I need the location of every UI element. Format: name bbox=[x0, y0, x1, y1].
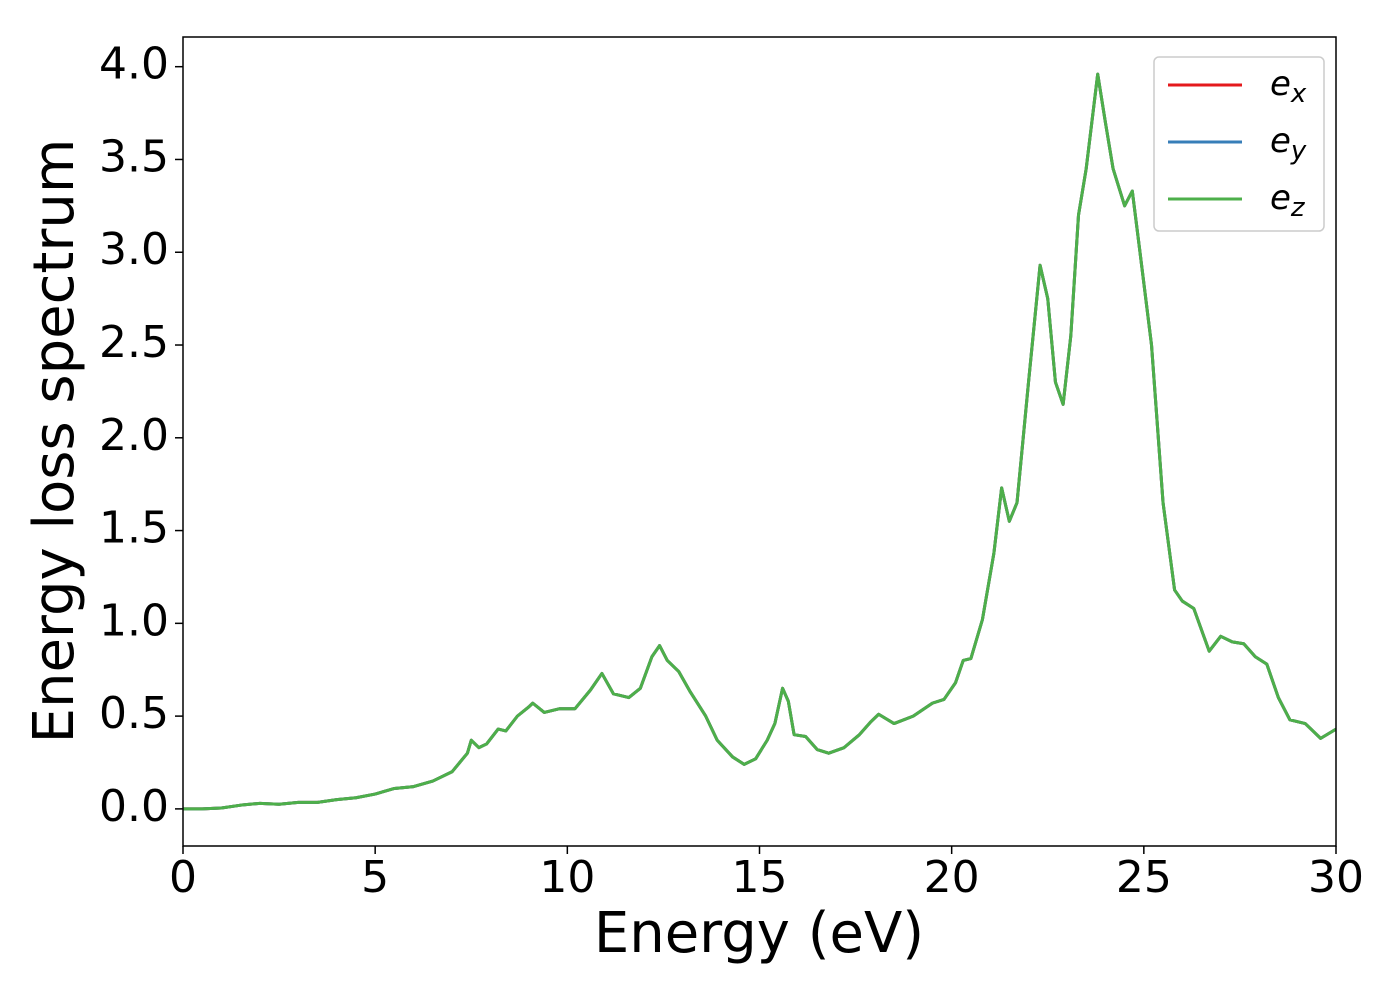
legend-label: ey bbox=[1270, 121, 1307, 166]
x-tick-label: 20 bbox=[924, 852, 980, 903]
y-tick-label: 0.0 bbox=[99, 781, 169, 832]
x-tick-label: 0 bbox=[169, 852, 197, 903]
y-tick-label: 1.0 bbox=[99, 595, 169, 646]
y-tick-label: 0.5 bbox=[99, 688, 169, 739]
x-tick-label: 10 bbox=[539, 852, 595, 903]
y-tick-label: 2.5 bbox=[99, 317, 169, 368]
y-tick-label: 2.0 bbox=[99, 410, 169, 461]
legend-box bbox=[1153, 56, 1325, 232]
y-tick-label: 3.5 bbox=[99, 131, 169, 182]
x-tick-label: 25 bbox=[1116, 852, 1172, 903]
y-tick-label: 4.0 bbox=[99, 39, 169, 90]
y-axis-label: Energy loss spectrum bbox=[22, 139, 87, 744]
legend-label: ez bbox=[1270, 178, 1306, 223]
series-line bbox=[183, 72, 1336, 811]
x-axis-label: Energy (eV) bbox=[594, 901, 924, 966]
x-tick-label: 5 bbox=[361, 852, 389, 903]
legend-label: ex bbox=[1270, 64, 1307, 109]
x-tick-label: 30 bbox=[1308, 852, 1364, 903]
y-tick-label: 3.0 bbox=[99, 224, 169, 275]
x-tick-label: 15 bbox=[732, 852, 788, 903]
y-tick-label: 1.5 bbox=[99, 503, 169, 554]
plot-frame bbox=[182, 36, 1337, 847]
